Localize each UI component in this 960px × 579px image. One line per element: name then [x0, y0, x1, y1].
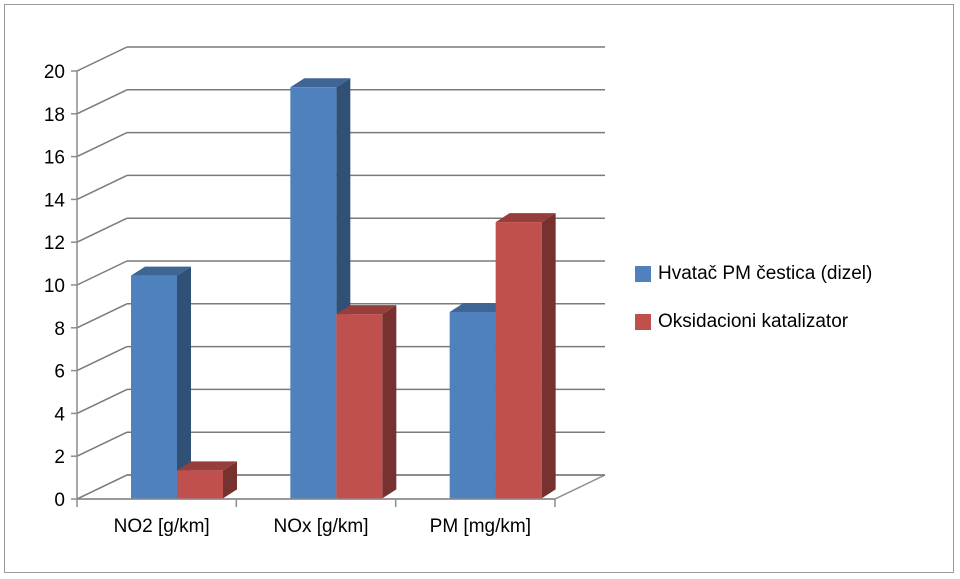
- legend-label-series-2: Oksidacioni katalizator: [658, 311, 849, 332]
- bar-series-2-1: [177, 470, 223, 499]
- legend-item-series-2: Oksidacioni katalizator: [635, 311, 872, 333]
- bar-top-series-1-2: [290, 78, 351, 88]
- legend: Hvatač PM čestica (dizel) Oksidacioni ka…: [635, 263, 872, 359]
- bar-side-series-2-3: [541, 213, 556, 499]
- bar-top-series-2-1: [177, 461, 237, 471]
- bar-series-1-3: [449, 311, 496, 499]
- legend-swatch-series-2: [635, 314, 651, 330]
- bar-side-series-2-2: [382, 305, 397, 499]
- gridline-side-16: [76, 131, 128, 158]
- bar-series-2-2: [336, 314, 383, 499]
- bar-chart-plot: 0 2 4 6 8 10 12 14 16 18 20 NO2 [g/km] NOx [g/km] PM …: [44, 46, 606, 537]
- chart-frame: 0 2 4 6 8 10 12 14 16 18 20 NO2 [g/km] NOx [g/km] PM …: [4, 4, 954, 573]
- bar-top-series-2-3: [495, 213, 556, 223]
- bar-side-series-1-1: [177, 266, 191, 499]
- gridline-side-2: [76, 431, 128, 457]
- y-tick-label: 2: [54, 447, 65, 468]
- gridline-side-10: [76, 260, 128, 286]
- y-tick-label: 14: [44, 190, 66, 211]
- y-tick-label: 10: [44, 276, 65, 297]
- y-tick-label: 0: [54, 490, 65, 511]
- legend-item-series-1: Hvatač PM čestica (dizel): [635, 263, 872, 285]
- x-category-label: NOx [g/km]: [273, 516, 368, 537]
- bar-side-series-2-1: [223, 461, 237, 499]
- y-tick-label: 18: [44, 105, 65, 126]
- y-tick-label: 12: [44, 233, 65, 254]
- gridline-side-0: [76, 474, 128, 500]
- bar-top-series-1-3: [449, 302, 510, 312]
- x-category-label: PM [mg/km]: [430, 516, 531, 537]
- y-tick-label: 20: [44, 62, 65, 83]
- gridline-side-18: [76, 89, 128, 115]
- gridline-side-6: [76, 345, 128, 372]
- y-tick-label: 4: [54, 404, 65, 425]
- y-tick-label: 8: [54, 319, 65, 340]
- y-tick-label: 6: [54, 362, 65, 383]
- bar-top-series-1-1: [131, 266, 191, 276]
- legend-label-series-1: Hvatač PM čestica (dizel): [658, 263, 873, 284]
- y-tick-label: 16: [44, 148, 65, 169]
- gridline-side-12: [76, 217, 128, 243]
- bar-series-2-3: [495, 222, 542, 499]
- gridline-side-20: [76, 46, 128, 72]
- gridline-side-14: [76, 174, 128, 201]
- x-category-label: NO2 [g/km]: [114, 516, 210, 537]
- gridline-side-8: [76, 303, 128, 329]
- bar-series-1-1: [131, 275, 177, 499]
- bar-series-1-2: [290, 87, 337, 499]
- bar-top-series-2-2: [336, 305, 397, 315]
- gridline-side-4: [76, 388, 128, 415]
- legend-swatch-series-1: [635, 266, 651, 282]
